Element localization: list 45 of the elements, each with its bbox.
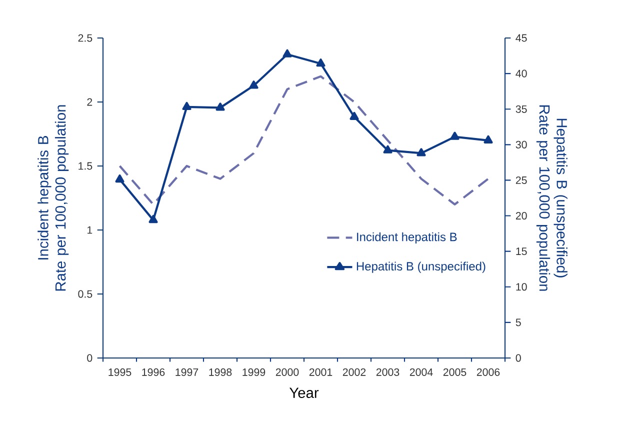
x-tick-label: 1998 [209,368,232,376]
point [383,145,392,154]
y-tick-label: 0.5 [78,290,92,298]
x-tick-label: 2006 [476,368,500,376]
y-tick-label: 2 [87,98,92,106]
y2-tick-label: 45 [516,34,527,42]
point [216,102,225,111]
y-tick-label: 2.5 [78,34,92,42]
x-tick-label: 2005 [443,368,466,376]
y-tick-label: 1 [87,226,92,234]
x-tick-label: 2002 [342,368,366,376]
y-tick-label: 0 [87,354,92,362]
y2-tick-label: 30 [516,140,527,148]
x-tick-label: 1996 [142,368,165,376]
y2-tick-label: 0 [516,354,521,362]
point [115,174,124,183]
x-axis-title: Year [290,388,319,398]
legend-label: Hepatitis B (unspecified) [356,262,486,273]
x-tick-label: 2000 [276,368,299,376]
y2-tick-label: 5 [516,318,521,326]
y-tick-label: 1.5 [78,162,92,170]
y2-tick-label: 40 [516,70,527,78]
x-tick-label: 2003 [376,368,400,376]
point [148,214,158,224]
point [249,80,258,89]
point [282,49,292,58]
y2-tick-label: 25 [516,176,527,184]
y-axis-title: Incident hepatitis B Rate per 100,000 population [38,105,69,291]
point [416,148,426,156]
y2-tick-label: 15 [516,248,527,256]
point [316,58,326,67]
y2-tick-label: 10 [516,283,527,291]
y2-tick-label: 20 [516,212,527,220]
x-tick-label: 1995 [108,368,132,376]
y2-tick-label: 35 [516,105,527,113]
x-tick-label: 2001 [309,368,332,376]
x-tick-label: 2004 [410,368,433,376]
point [484,135,493,144]
point [182,102,192,110]
x-tick-label: 1999 [242,368,266,376]
legend-label: Incident hepatitis B [357,232,457,244]
point [350,112,359,120]
x-tick-label: 1997 [176,368,198,376]
y2-axis-title: Hepatitis B (unspecified) Rate per 100,000 population [536,105,568,291]
point [450,132,460,140]
